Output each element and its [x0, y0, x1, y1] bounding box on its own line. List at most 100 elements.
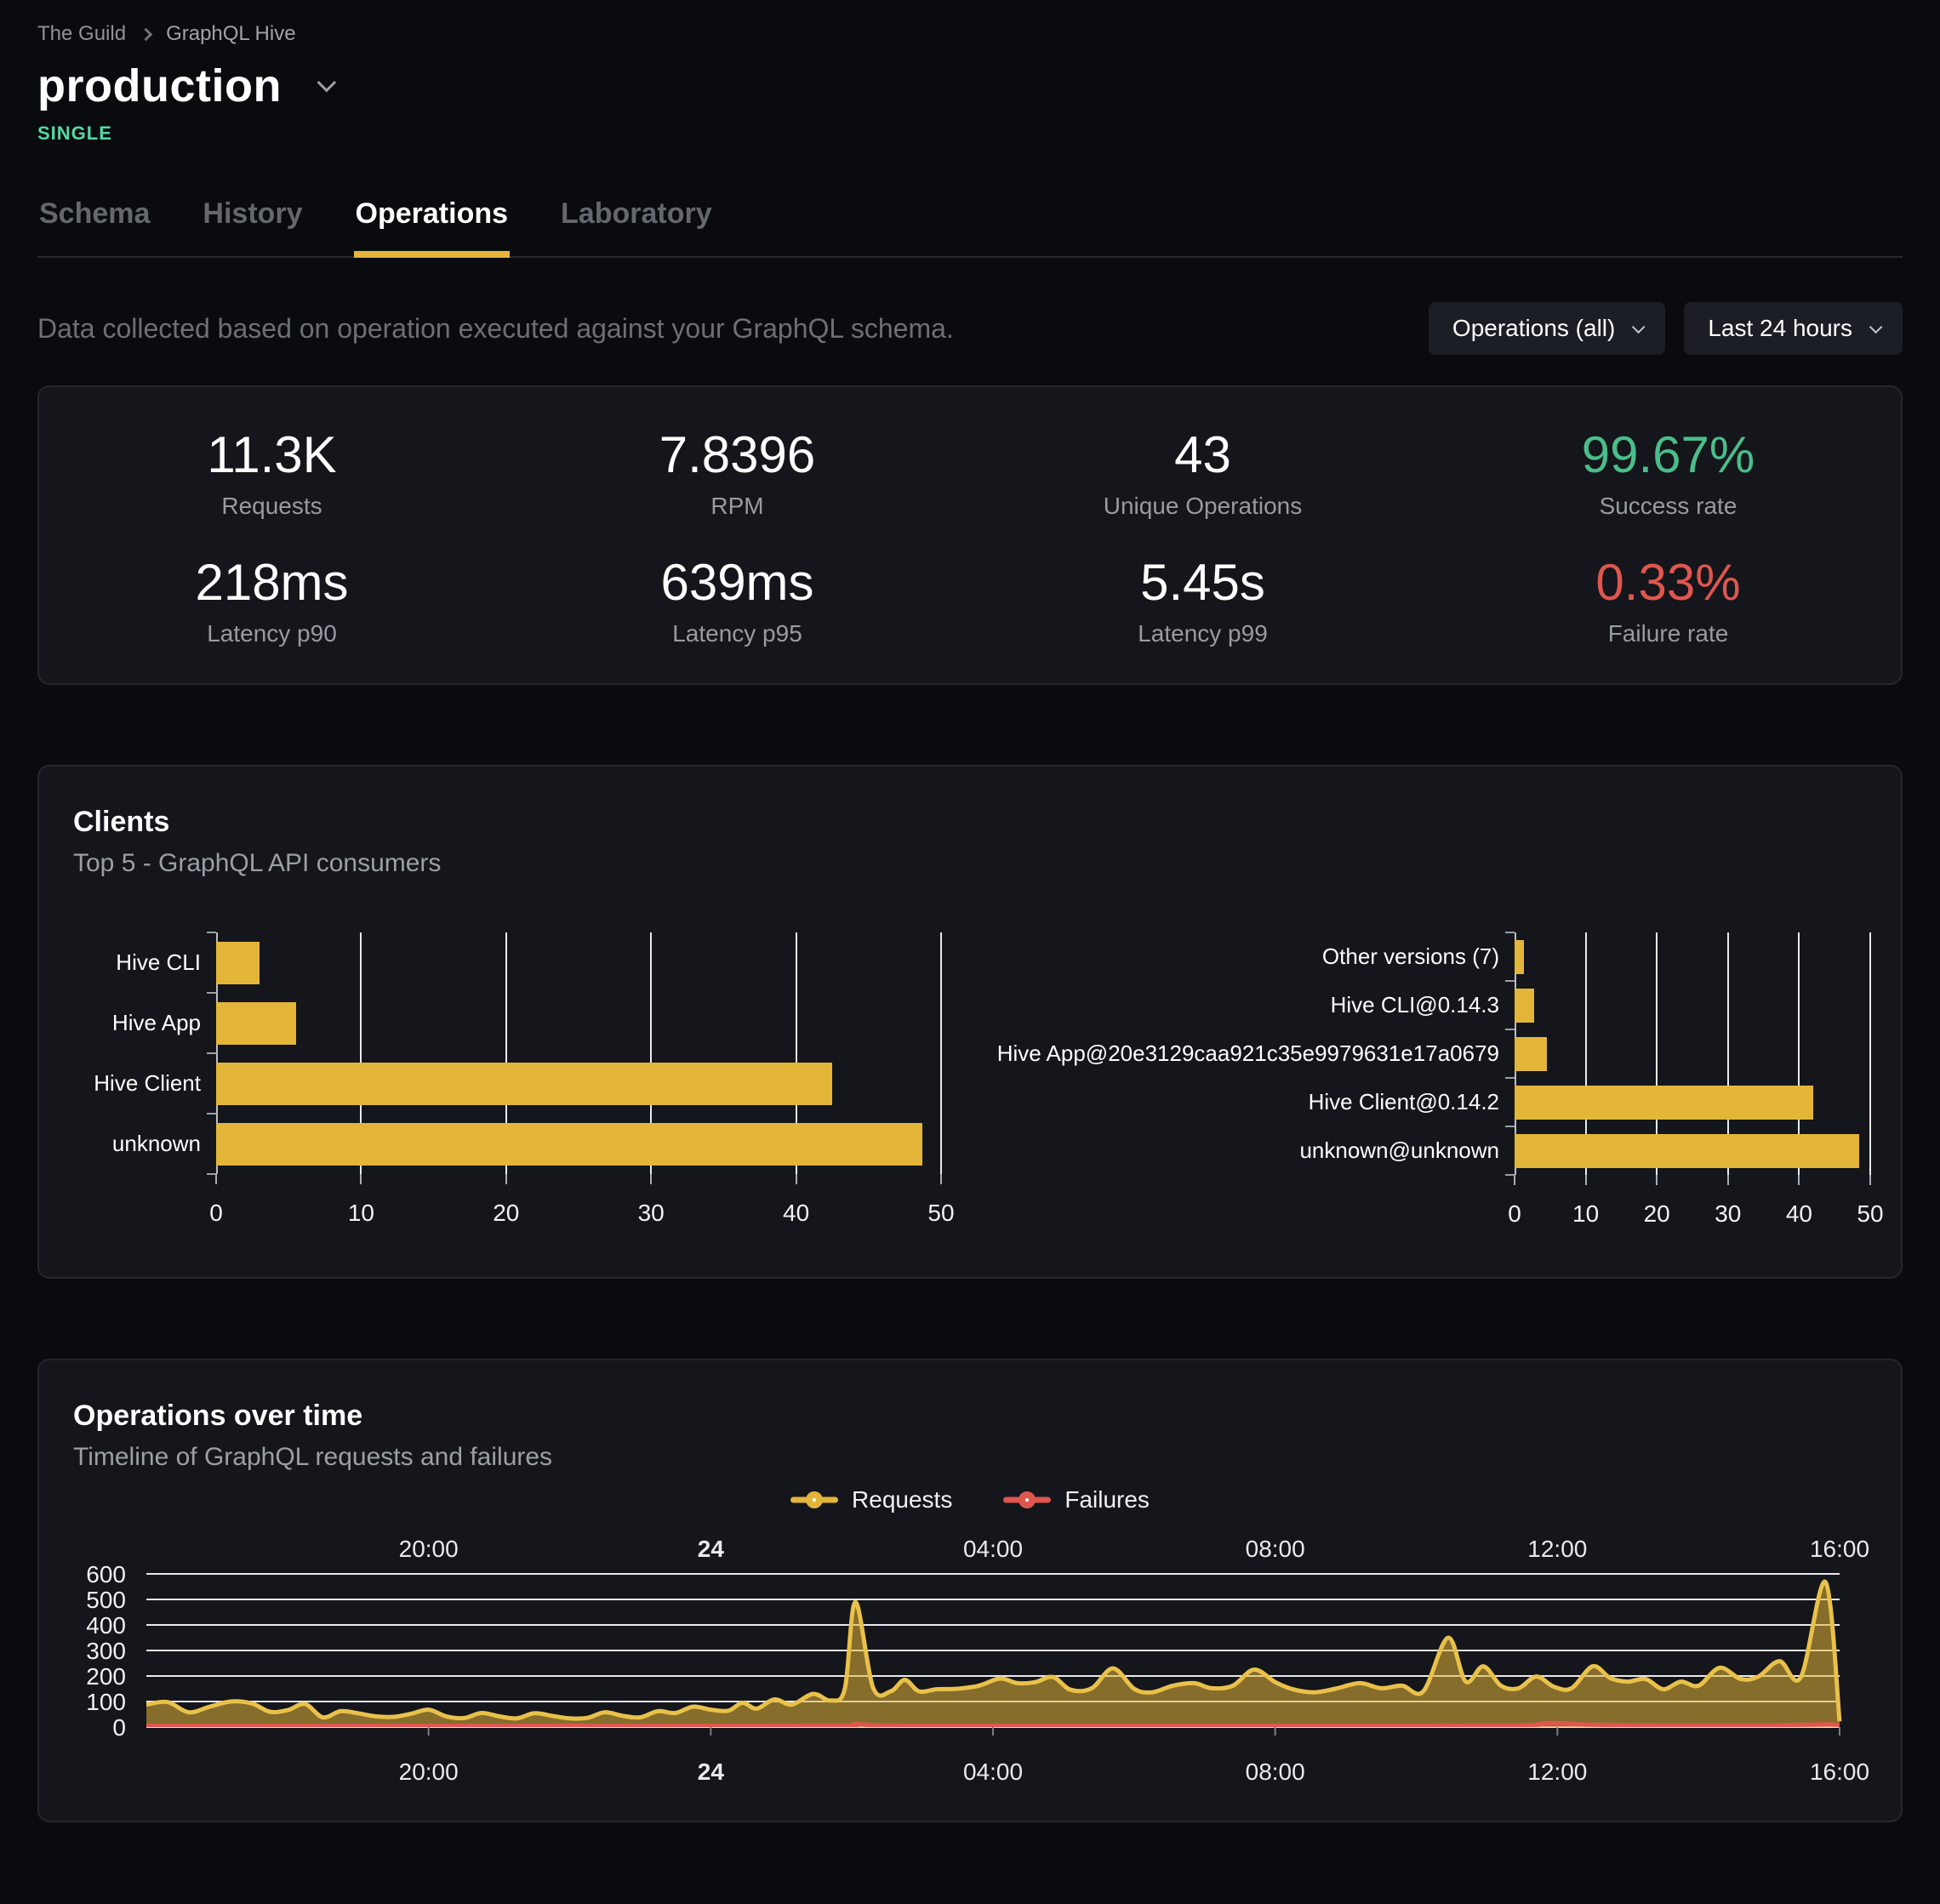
svg-text:20:00: 20:00	[399, 1759, 459, 1785]
period-filter-label: Last 24 hours	[1708, 315, 1852, 341]
requests-series-icon	[790, 1485, 839, 1514]
x-tick-label: 20	[1643, 1200, 1670, 1227]
bar-row	[1515, 932, 1870, 981]
clients-card: Clients Top 5 - GraphQL API consumers Hi…	[37, 765, 1903, 1279]
bar	[216, 1122, 922, 1166]
x-tick-label: 20	[493, 1200, 520, 1226]
svg-text:24: 24	[698, 1536, 725, 1562]
bar-row	[1515, 1029, 1870, 1078]
bar-row	[216, 1053, 941, 1114]
legend-item-failures[interactable]: Failures	[1003, 1485, 1150, 1514]
stat-label: Requests	[221, 493, 322, 519]
stat-latency-p99: 5.45s Latency p99	[970, 554, 1435, 647]
bar-category-label: unknown@unknown	[1299, 1137, 1499, 1163]
svg-text:08:00: 08:00	[1246, 1536, 1305, 1562]
svg-text:20:00: 20:00	[399, 1536, 459, 1562]
stat-value: 7.8396	[659, 426, 816, 483]
stat-failure-rate: 0.33% Failure rate	[1435, 554, 1901, 647]
stat-value: 639ms	[660, 554, 814, 611]
stat-label: Success rate	[1599, 493, 1737, 519]
clients-charts: Hive CLI Hive App Hive Client unknown 0 10 20 3…	[73, 932, 1884, 1228]
svg-text:500: 500	[86, 1587, 126, 1613]
svg-text:16:00: 16:00	[1810, 1536, 1869, 1562]
stat-value: 99.67%	[1581, 426, 1755, 483]
svg-text:16:00: 16:00	[1810, 1759, 1869, 1785]
stat-requests: 11.3K Requests	[39, 426, 505, 520]
operations-filter-label: Operations (all)	[1452, 315, 1616, 341]
x-tick-label: 0	[209, 1200, 223, 1226]
bar-row	[1515, 981, 1870, 1029]
bar	[216, 941, 260, 984]
x-tick-label: 40	[783, 1200, 810, 1226]
stat-label: Latency p95	[672, 620, 802, 647]
chevron-down-icon	[1869, 320, 1883, 333]
stat-label: RPM	[710, 493, 764, 519]
page-description: Data collected based on operation execut…	[37, 312, 954, 344]
clients-by-name-bar-chart: Hive CLI Hive App Hive Client unknown 0 10 20 3…	[73, 932, 955, 1228]
x-tick-label: 30	[1715, 1200, 1742, 1227]
stat-rpm: 7.8396 RPM	[505, 426, 970, 520]
main-content: Data collected based on operation execut…	[0, 302, 1940, 1848]
stat-value: 5.45s	[1140, 554, 1265, 611]
stat-label: Latency p90	[207, 620, 337, 647]
tab-schema[interactable]: Schema	[37, 197, 151, 256]
bar	[1515, 1085, 1814, 1120]
breadcrumb-project-link[interactable]: GraphQL Hive	[166, 22, 296, 45]
bar-category-label: unknown	[111, 1131, 201, 1156]
svg-text:04:00: 04:00	[963, 1759, 1023, 1785]
bar-category-label: Hive App	[111, 1010, 201, 1035]
stat-success-rate: 99.67% Success rate	[1435, 426, 1901, 520]
svg-text:12:00: 12:00	[1527, 1759, 1587, 1785]
stat-label: Latency p99	[1138, 620, 1268, 647]
svg-text:300: 300	[86, 1638, 126, 1664]
tab-laboratory[interactable]: Laboratory	[559, 197, 714, 256]
failures-series-icon	[1003, 1485, 1052, 1514]
tab-history[interactable]: History	[201, 197, 304, 256]
x-tick-label: 40	[1785, 1200, 1812, 1227]
stat-value: 11.3K	[207, 426, 337, 483]
svg-text:0: 0	[112, 1714, 126, 1741]
bar-row	[216, 993, 941, 1053]
stat-label: Failure rate	[1607, 620, 1729, 647]
graphql-hive-operations-dashboard: The Guild GraphQL Hive production SINGLE…	[0, 0, 1940, 1848]
header: The Guild GraphQL Hive production SINGLE…	[0, 0, 1940, 258]
bar-category-label: Hive Client	[94, 1070, 201, 1096]
svg-text:04:00: 04:00	[963, 1536, 1023, 1562]
x-tick-label: 10	[347, 1200, 374, 1226]
legend-item-requests[interactable]: Requests	[790, 1485, 952, 1514]
bar	[1515, 939, 1524, 974]
operations-over-time-card: Operations over time Timeline of GraphQL…	[37, 1359, 1903, 1822]
bar	[1515, 1133, 1860, 1168]
legend-label: Failures	[1064, 1486, 1150, 1513]
timeline-legend: Requests Failures	[39, 1485, 1901, 1514]
bar-category-label: Hive CLI	[116, 949, 201, 975]
x-tick-label: 50	[927, 1200, 955, 1226]
breadcrumb-org-link[interactable]: The Guild	[37, 22, 127, 45]
legend-label: Requests	[852, 1486, 953, 1513]
tab-bar: Schema History Operations Laboratory	[37, 197, 1903, 258]
target-selector-button[interactable]	[311, 71, 338, 101]
operations-subtitle: Timeline of GraphQL requests and failure…	[73, 1443, 553, 1471]
stat-label: Unique Operations	[1103, 493, 1303, 519]
bar-row	[216, 932, 941, 993]
bar-row	[1515, 1126, 1870, 1175]
stat-latency-p90: 218ms Latency p90	[39, 554, 505, 647]
bar	[216, 1062, 833, 1105]
bar-row	[1515, 1078, 1870, 1126]
svg-text:12:00: 12:00	[1527, 1536, 1587, 1562]
chevron-down-icon	[1632, 320, 1646, 333]
tab-operations[interactable]: Operations	[353, 197, 511, 258]
period-filter-dropdown[interactable]: Last 24 hours	[1684, 302, 1903, 355]
svg-text:400: 400	[86, 1612, 126, 1639]
x-tick-label: 50	[1857, 1200, 1884, 1227]
bar	[216, 1001, 296, 1045]
operations-filter-dropdown[interactable]: Operations (all)	[1428, 302, 1666, 355]
svg-text:24: 24	[698, 1759, 725, 1785]
clients-title: Clients	[73, 806, 170, 838]
bar-row	[216, 1114, 941, 1174]
x-tick-label: 0	[1508, 1200, 1521, 1227]
bar-category-label: Other versions (7)	[1321, 943, 1499, 969]
stat-value: 218ms	[195, 554, 349, 611]
breadcrumb: The Guild GraphQL Hive	[37, 22, 1903, 46]
bar-category-label: Hive CLI@0.14.3	[1330, 992, 1499, 1018]
